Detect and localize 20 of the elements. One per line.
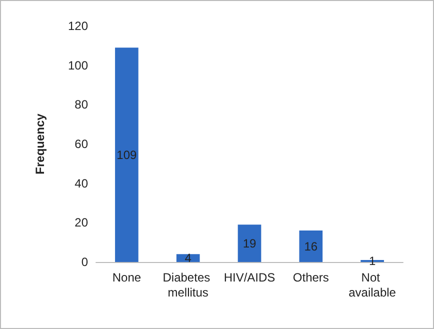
y-tick-label: 100 (68, 58, 88, 72)
data-label: 4 (184, 251, 192, 266)
y-tick-label: 60 (74, 137, 88, 151)
y-tick-label: 80 (74, 98, 88, 112)
x-tick-label: Others (292, 270, 329, 284)
bar (299, 230, 323, 262)
x-tick-label: Not available (348, 270, 396, 300)
y-axis-title: Frequency (33, 113, 47, 174)
data-label: 19 (242, 236, 256, 250)
y-tick-label: 40 (74, 176, 88, 190)
y-tick-label: 120 (68, 19, 88, 33)
data-label: 109 (116, 148, 138, 162)
y-tick-label: 0 (81, 255, 88, 269)
bar (238, 224, 262, 262)
x-tick-label: HIV/AIDS (224, 270, 276, 284)
y-tick-label: 20 (74, 216, 88, 230)
bar (115, 48, 138, 262)
x-tick-label: None (112, 270, 142, 284)
data-label: 16 (304, 239, 318, 254)
x-tick-label: Diabetes mellitus (162, 270, 214, 300)
